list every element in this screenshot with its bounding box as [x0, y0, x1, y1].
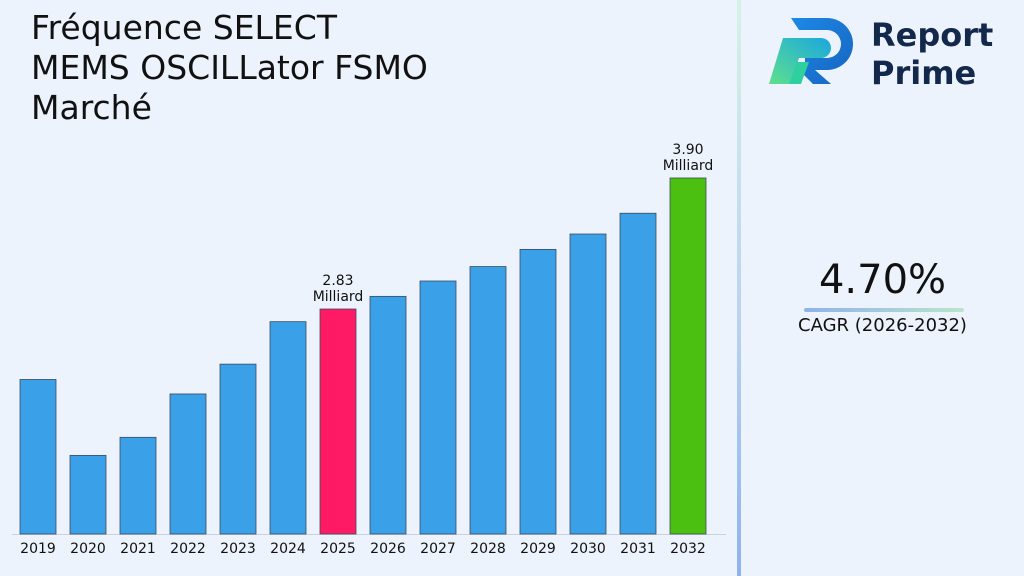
x-tick-label-2031: 2031	[620, 541, 656, 557]
bar-2024	[269, 321, 307, 535]
chart-title-line-2: MEMS OSCILLator FSMO	[31, 48, 428, 87]
bar-2030	[569, 233, 607, 535]
bar-2028	[469, 266, 507, 535]
brand-name-line-2: Prime	[871, 54, 977, 92]
chart-title-line-1: Fréquence SELECT	[31, 8, 337, 47]
panel-divider	[737, 0, 741, 576]
data-label-2032-line-1: 3.90	[672, 142, 703, 158]
bar-2023	[219, 363, 257, 535]
bar-2027	[419, 280, 457, 535]
report-prime-logo: Report Prime	[769, 14, 1009, 92]
x-tick-label-2026: 2026	[370, 541, 406, 557]
x-tick-label-2024: 2024	[270, 541, 306, 557]
chart-title-line-3: Marché	[31, 88, 152, 127]
cagr-underline	[804, 308, 964, 312]
side-panel: Report Prime 4.70% CAGR (2026-2032)	[741, 0, 1024, 576]
data-label-2025-line-1: 2.83	[322, 273, 353, 289]
x-tick-label-2028: 2028	[470, 541, 506, 557]
chart-title: Fréquence SELECT MEMS OSCILLator FSMO Ma…	[31, 8, 731, 128]
data-label-2032-line-2: Milliard	[663, 158, 714, 174]
cagr-value: 4.70%	[818, 257, 947, 303]
x-tick-label-2020: 2020	[70, 541, 106, 557]
report-prime-logo-icon	[769, 18, 853, 84]
x-tick-label-2019: 2019	[20, 541, 56, 557]
bar-2031	[619, 212, 657, 535]
bar-2022	[169, 393, 207, 535]
x-tick-label-2030: 2030	[570, 541, 606, 557]
brand-name: Report Prime	[871, 16, 993, 92]
x-tick-label-2025: 2025	[320, 541, 356, 557]
bar-2026	[369, 295, 407, 535]
bar-2025	[319, 308, 357, 535]
x-tick-label-2032: 2032	[670, 541, 706, 557]
x-tick-label-2029: 2029	[520, 541, 556, 557]
x-tick-label-2023: 2023	[220, 541, 256, 557]
x-tick-label-2027: 2027	[420, 541, 456, 557]
brand-name-line-1: Report	[871, 16, 994, 54]
x-tick-label-2021: 2021	[120, 541, 156, 557]
cagr-label: CAGR (2026-2032)	[798, 315, 967, 336]
data-label-2025-line-2: Milliard	[313, 289, 364, 305]
chart-panel: Fréquence SELECT MEMS OSCILLator FSMO Ma…	[12, 8, 731, 557]
bar-2020	[69, 454, 107, 535]
bar-chart: 2019 2020 2021 2022 2023 2024 2025 2026 2027 2028…	[12, 142, 726, 557]
bar-2019	[19, 379, 57, 535]
bar-2021	[119, 436, 157, 535]
x-tick-label-2022: 2022	[170, 541, 206, 557]
bar-2029	[519, 248, 557, 535]
bar-2032	[669, 177, 707, 535]
